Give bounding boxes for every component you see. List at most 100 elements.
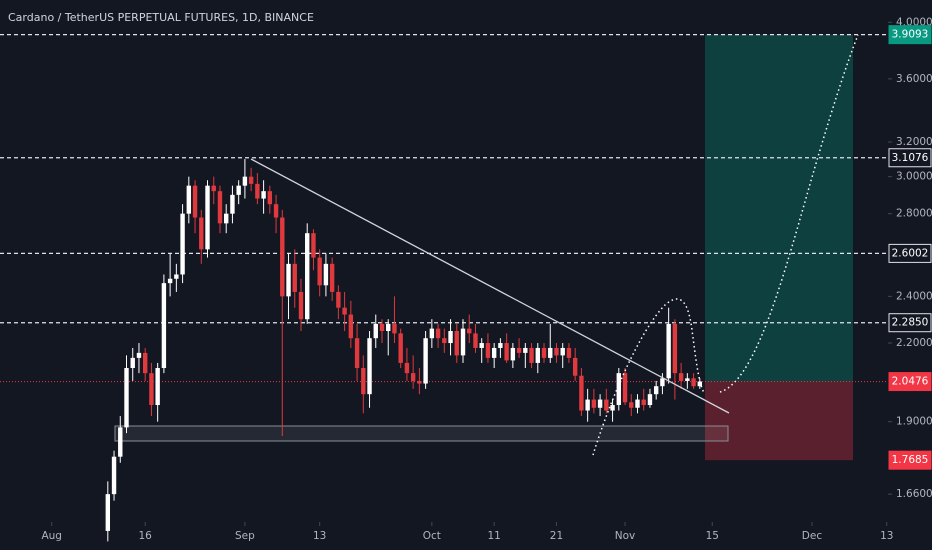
candle-body	[610, 405, 615, 411]
x-tick-label: Aug	[41, 530, 62, 542]
y-tick-label: 3.0000	[896, 171, 932, 183]
x-tick-label: Nov	[615, 530, 636, 542]
candle-body	[423, 338, 428, 384]
candle-body	[672, 323, 678, 374]
candle-body	[410, 373, 416, 381]
candle-body	[585, 399, 590, 411]
candle-body	[442, 338, 447, 344]
candle-body	[248, 176, 254, 184]
candle-body	[379, 323, 385, 331]
candle-body	[142, 352, 148, 374]
profit-zone	[705, 34, 853, 382]
loss-zone	[705, 381, 853, 461]
candle-body	[230, 194, 235, 214]
candle-body	[417, 380, 422, 384]
candle-body	[161, 283, 167, 369]
candle-body	[136, 352, 142, 358]
candle-body	[167, 278, 173, 284]
candle-body	[111, 456, 117, 495]
y-tick-label: 1.9000	[896, 416, 932, 428]
candle-body	[261, 191, 266, 199]
price-label-box	[888, 243, 932, 263]
candle-body	[342, 307, 347, 315]
candle-body	[211, 185, 216, 192]
candle-body	[105, 494, 111, 531]
candle-body	[622, 373, 628, 403]
y-tick-label: 3.2000	[896, 136, 932, 148]
axes-layer: 1.6600 1.9000 2.2000 2.4000 2.8000 3.0000 3.20…	[41, 16, 932, 542]
candle-body	[541, 347, 547, 358]
candle-body	[479, 343, 484, 348]
candle-body	[354, 338, 360, 369]
candle-body	[678, 373, 684, 381]
support-zone	[114, 425, 729, 442]
candle-body	[529, 347, 534, 363]
candle-body	[373, 323, 378, 339]
candle-body	[336, 291, 341, 308]
x-tick-label: 13	[313, 530, 326, 542]
candle-body	[286, 263, 291, 297]
candle-body	[118, 427, 123, 457]
candle-body	[199, 217, 204, 250]
candle-body	[192, 185, 198, 218]
chart-title: Cardano / TetherUS PERPETUAL FUTURES, 1D…	[8, 11, 314, 24]
candle-body	[510, 347, 516, 361]
candle-body	[267, 191, 273, 205]
x-tick-label: 16	[139, 530, 153, 542]
position-layer	[705, 34, 853, 461]
x-tick-label: 21	[550, 530, 563, 542]
candle-body	[329, 263, 335, 292]
candle-body	[548, 347, 553, 358]
candle-body	[149, 373, 154, 406]
candle-body	[691, 378, 696, 387]
candle-body	[572, 357, 578, 376]
candle-body	[653, 386, 659, 395]
candle-body	[292, 263, 297, 292]
price-label: 3.1076	[892, 152, 929, 164]
price-label: 2.2850	[892, 317, 929, 329]
candles-layer	[105, 159, 703, 542]
candle-body	[560, 347, 565, 356]
candle-body	[660, 378, 665, 387]
candle-body	[130, 357, 135, 369]
x-tick-label: Oct	[423, 530, 441, 542]
candle-body	[305, 233, 310, 320]
candle-body	[180, 213, 185, 275]
candle-body	[554, 347, 559, 356]
candle-body	[523, 347, 528, 353]
candle-body	[641, 399, 646, 406]
y-tick-label: 2.2000	[896, 337, 932, 349]
x-tick-label: Sep	[235, 530, 255, 542]
price-label-box	[888, 25, 932, 45]
candle-body	[591, 399, 597, 408]
levels-layer	[0, 34, 888, 383]
candle-body	[597, 399, 603, 408]
candle-body	[666, 323, 671, 379]
price-label-box	[888, 313, 932, 333]
y-tick-label: 1.6600	[896, 488, 932, 500]
y-tick-label: 2.8000	[896, 208, 932, 220]
candle-body	[273, 204, 279, 218]
candle-body	[485, 343, 491, 358]
candle-body	[566, 347, 572, 358]
candle-body	[498, 343, 503, 348]
candle-body	[205, 185, 210, 250]
candle-body	[473, 333, 478, 348]
candle-body	[392, 323, 397, 334]
x-tick-label: 11	[487, 530, 500, 542]
price-label-box	[888, 372, 932, 392]
candle-body	[124, 368, 129, 428]
candle-body	[491, 347, 497, 358]
candle-body	[516, 347, 522, 353]
candle-body	[155, 368, 160, 406]
candle-body	[535, 347, 540, 363]
candle-body	[685, 378, 690, 381]
candle-body	[460, 328, 466, 356]
candle-body	[236, 185, 241, 195]
candle-body	[386, 323, 391, 331]
candle-body	[435, 328, 441, 339]
candle-body	[317, 257, 322, 286]
candle-body	[404, 362, 410, 374]
